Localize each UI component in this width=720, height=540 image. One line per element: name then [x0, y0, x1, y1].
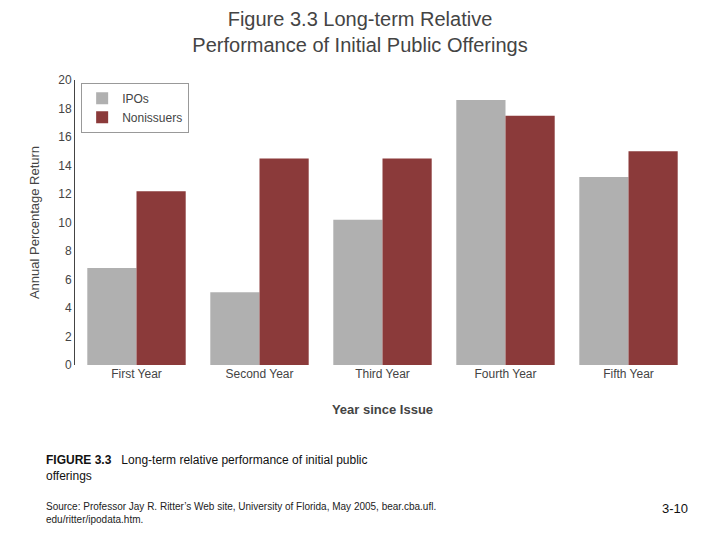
- svg-text:Year since Issue: Year since Issue: [332, 402, 433, 417]
- svg-text:8: 8: [65, 244, 72, 258]
- svg-text:4: 4: [65, 301, 72, 315]
- svg-text:Source: Professor Jay R. Ritte: Source: Professor Jay R. Ritter’s Web si…: [46, 501, 436, 525]
- svg-text:2: 2: [65, 330, 72, 344]
- svg-text:Figure 3.3 Long-term RelativeP: Figure 3.3 Long-term RelativePerformance…: [192, 8, 527, 56]
- svg-text:Fourth Year: Fourth Year: [474, 367, 536, 381]
- svg-text:20: 20: [58, 73, 72, 87]
- svg-text:Fifth Year: Fifth Year: [603, 367, 654, 381]
- svg-text:IPOs: IPOs: [122, 92, 149, 106]
- svg-text:FIGURE 3.3 Long-term relativ: FIGURE 3.3 Long-term relative performanc…: [46, 453, 367, 483]
- svg-text:First Year: First Year: [111, 367, 162, 381]
- svg-text:12: 12: [58, 187, 72, 201]
- svg-text:14: 14: [58, 159, 72, 173]
- svg-text:3-10: 3-10: [662, 501, 688, 516]
- svg-text:Nonissuers: Nonissuers: [122, 111, 182, 125]
- svg-text:18: 18: [58, 102, 72, 116]
- svg-text:10: 10: [58, 216, 72, 230]
- svg-text:0: 0: [65, 358, 72, 372]
- svg-text:Third Year: Third Year: [355, 367, 410, 381]
- svg-text:16: 16: [58, 130, 72, 144]
- svg-text:Second Year: Second Year: [225, 367, 293, 381]
- svg-text:6: 6: [65, 273, 72, 287]
- svg-text:Annual Percentage Return: Annual Percentage Return: [27, 146, 42, 299]
